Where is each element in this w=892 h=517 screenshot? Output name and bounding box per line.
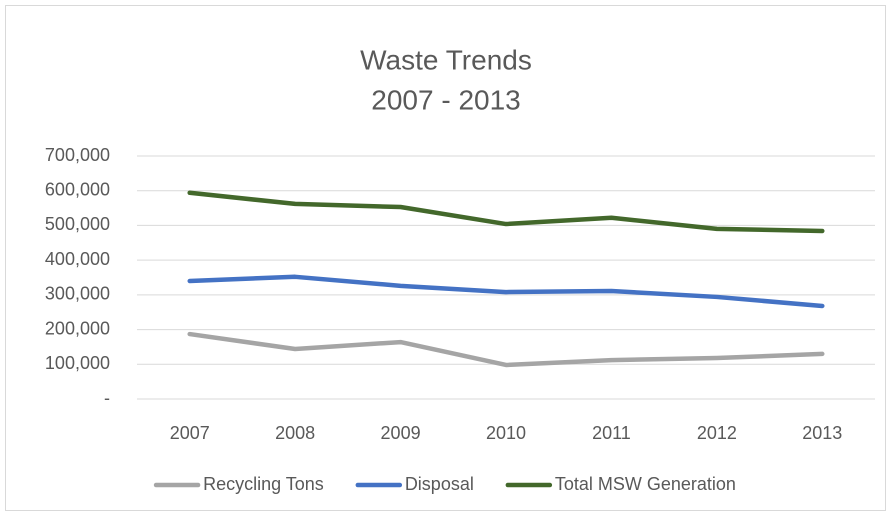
y-tick-label: 500,000: [45, 214, 110, 234]
y-tick-label: 600,000: [45, 179, 110, 199]
x-tick-label: 2010: [486, 423, 526, 443]
x-tick-label: 2007: [170, 423, 210, 443]
y-tick-label: 300,000: [45, 284, 110, 304]
x-tick-label: 2011: [592, 423, 631, 443]
x-tick-label: 2009: [381, 423, 421, 443]
chart-title: Waste Trends: [360, 44, 532, 75]
chart-border: [5, 5, 886, 511]
line-series: [187, 274, 825, 309]
y-tick-label: 200,000: [45, 318, 110, 338]
y-tick-label: 700,000: [45, 145, 110, 165]
y-tick-label: 100,000: [45, 353, 110, 373]
x-tick-label: 2012: [697, 423, 737, 443]
legend-label: Recycling Tons: [203, 474, 324, 494]
legend-label: Total MSW Generation: [555, 474, 736, 494]
chart-subtitle: 2007 - 2013: [371, 84, 520, 115]
x-tick-label: 2008: [275, 423, 315, 443]
y-tick-label: -: [104, 388, 110, 408]
line-series: [187, 190, 825, 234]
x-tick-label: 2013: [802, 423, 842, 443]
line-series: [187, 331, 825, 368]
y-tick-label: 400,000: [45, 249, 110, 269]
legend-label: Disposal: [405, 474, 474, 494]
